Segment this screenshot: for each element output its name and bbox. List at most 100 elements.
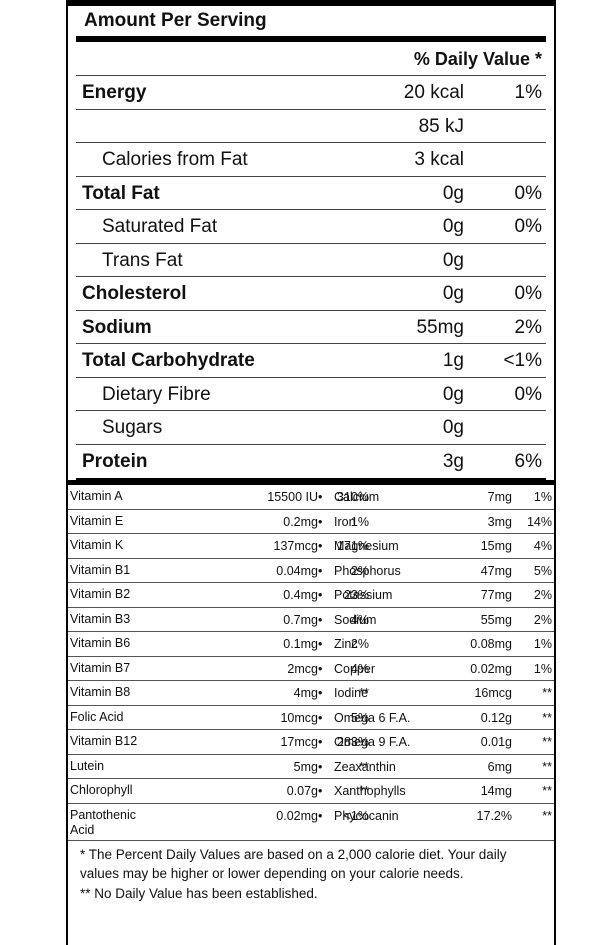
nutrient-row: Dietary Fibre 0g 0% (76, 378, 546, 411)
mineral-name: Iodine (334, 686, 369, 700)
vitamin-amount: 0.1mg (283, 637, 318, 651)
footnotes: * The Percent Daily Values are based on … (68, 841, 554, 904)
mineral-name: Xanthophylls (334, 784, 406, 798)
vitamin-daily-value: ** (359, 686, 369, 700)
bullet-separator: • (318, 686, 323, 700)
vitamin-daily-value: <1% (343, 808, 369, 823)
vitamin-name: Vitamin B3 (70, 611, 131, 626)
nutrient-name: Saturated Fat (102, 216, 218, 237)
vitamin-row: Vitamin B2 0.4mg 23% • Potassium 77mg 2% (68, 583, 554, 608)
nutrient-daily-value: 0% (514, 182, 542, 204)
mineral-daily-value: ** (542, 686, 552, 700)
mineral-amount: 6mg (487, 759, 512, 774)
nutrient-name: Total Fat (82, 182, 160, 204)
vitamin-daily-value: 171% (337, 539, 369, 553)
mineral-amount: 17.2% (476, 808, 512, 823)
nutrient-name: Energy (82, 82, 147, 103)
nutrient-row: Total Carbohydrate 1g <1% (76, 344, 546, 378)
vitamin-row: Vitamin B7 2mcg 4% • Copper 0.02mg 1% (68, 657, 554, 681)
vitamin-amount: 0.04mg (276, 563, 318, 578)
vitamin-daily-value: ** (359, 784, 369, 798)
nutrient-name: Trans Fat (102, 249, 183, 271)
nutrient-name: Sodium (82, 316, 152, 338)
nutrition-label: Amount Per Serving % Daily Value * Energ… (66, 0, 556, 945)
vitamin-name: Vitamin B2 (70, 587, 131, 601)
nutrient-amount: 3 kcal (414, 149, 464, 170)
nutrient-daily-value: 0% (514, 216, 542, 237)
vitamin-name: Vitamin B1 (70, 562, 131, 577)
mineral-name: Phycocanin (334, 808, 399, 823)
nutrient-amount: 0g (442, 249, 464, 271)
nutrient-amount: 1g (442, 350, 464, 371)
nutrient-name: Dietary Fibre (102, 383, 211, 405)
nutrient-amount: 0g (442, 417, 464, 438)
vitamin-amount: 0.07g (286, 784, 318, 798)
vitamin-daily-value: 23% (343, 588, 369, 602)
mineral-daily-value: ** (542, 735, 552, 749)
vitamin-amount: 137mcg (273, 539, 318, 553)
vitamin-daily-value: ** (359, 759, 369, 774)
vitamin-row: Vitamin A 15500 IU 310% • Calcium 7mg 1% (68, 485, 554, 510)
mineral-name: Phosphorus (334, 563, 401, 578)
vitamin-daily-value: 1% (350, 514, 369, 529)
mineral-daily-value: 2% (533, 612, 552, 627)
vitamin-daily-value: 2% (350, 563, 369, 578)
nutrient-daily-value: 0% (514, 383, 542, 405)
mineral-daily-value: 1% (533, 637, 552, 651)
vitamin-row: Vitamin B8 4mg ** • Iodine 16mcg ** (68, 681, 554, 706)
nutrients-list: Energy 20 kcal 1% 85 kJ Calories from Fat 3 k… (68, 76, 554, 480)
nutrient-name: Calories from Fat (102, 149, 248, 170)
bullet-separator: • (318, 612, 323, 627)
nutrient-row: Sugars 0g (76, 411, 546, 445)
nutrient-row: 85 kJ (76, 110, 546, 143)
vitamin-amount: 0.2mg (283, 514, 318, 529)
mineral-amount: 0.12g (480, 710, 512, 725)
vitamin-name: Vitamin B12 (70, 734, 138, 748)
vitamin-name: Pantothenic Acid (70, 807, 137, 837)
nutrient-row: Calories from Fat 3 kcal (76, 143, 546, 177)
mineral-amount: 15mg (480, 539, 512, 553)
mineral-daily-value: 1% (533, 490, 552, 504)
mineral-name: Zinc (334, 637, 358, 651)
daily-value-label: % Daily Value * (413, 49, 542, 69)
nutrient-row: Energy 20 kcal 1% (76, 76, 546, 110)
nutrient-daily-value: <1% (503, 350, 542, 371)
daily-value-header: % Daily Value * (76, 42, 546, 76)
vitamin-row: Vitamin B3 0.7mg 4% • Sodium 55mg 2% (68, 608, 554, 632)
mineral-daily-value: 2% (533, 588, 552, 602)
nutrient-amount: 20 kcal (403, 82, 464, 103)
mineral-daily-value: ** (542, 784, 552, 798)
mineral-name: Potassium (334, 588, 393, 602)
nutrient-name: Sugars (102, 417, 163, 438)
nutrient-row: Protein 3g 6% (76, 445, 546, 479)
vitamins-table: Vitamin A 15500 IU 310% • Calcium 7mg 1% Vitami… (68, 480, 554, 841)
mineral-amount: 7mg (487, 490, 512, 504)
bullet-separator: • (318, 759, 323, 774)
vitamin-daily-value: 2% (350, 637, 369, 651)
vitamin-name: Vitamin B7 (70, 660, 131, 675)
nutrient-amount: 85 kJ (418, 115, 464, 137)
mineral-daily-value: ** (542, 710, 552, 725)
mineral-amount: 47mg (480, 563, 512, 578)
nutrient-name: Protein (82, 450, 148, 472)
thick-divider (76, 36, 546, 42)
vitamin-amount: 0.02mg (276, 808, 318, 823)
footnote-daily-values: * The Percent Daily Values are based on … (80, 846, 507, 882)
amount-per-serving-heading: Amount Per Serving (84, 10, 267, 31)
nutrient-amount: 3g (442, 450, 464, 472)
vitamin-amount: 4mg (293, 686, 318, 700)
mineral-daily-value: 14% (526, 514, 552, 529)
mineral-daily-value: ** (542, 808, 552, 823)
nutrient-daily-value: 6% (514, 450, 542, 472)
mineral-name: Calcium (334, 490, 380, 504)
vitamin-row: Vitamin E 0.2mg 1% • Iron 3mg 14% (68, 510, 554, 534)
vitamin-daily-value: 310% (337, 490, 369, 504)
vitamin-amount: 17mcg (280, 735, 318, 749)
vitamin-name: Vitamin A (70, 489, 123, 503)
vitamin-daily-value: 4% (350, 612, 369, 627)
vitamin-row: Vitamin K 137mcg 171% • Magnesium 15mg 4% (68, 534, 554, 559)
nutrient-amount: 0g (442, 216, 464, 237)
vitamin-amount: 0.4mg (283, 588, 318, 602)
vitamin-row: Vitamin B1 0.04mg 2% • Phosphorus 47mg 5% (68, 559, 554, 583)
bullet-separator: • (318, 808, 323, 823)
